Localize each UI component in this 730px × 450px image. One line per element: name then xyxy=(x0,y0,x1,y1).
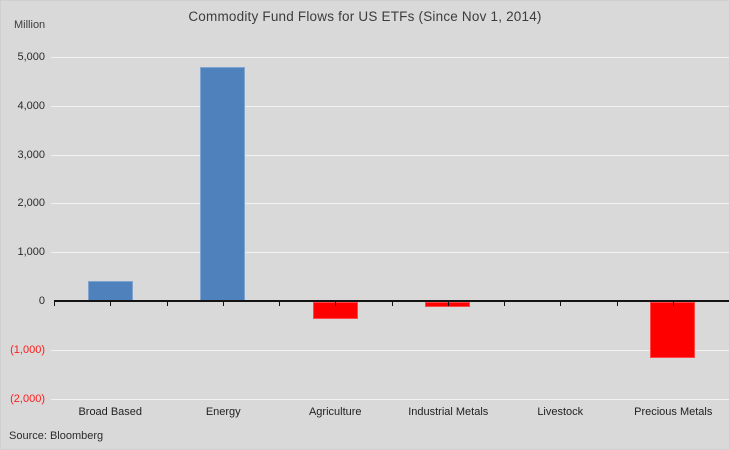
y-tick-label: 1,000 xyxy=(17,246,45,258)
category-label: Livestock xyxy=(537,406,584,418)
x-axis-tick xyxy=(504,302,505,306)
x-axis-tick xyxy=(223,302,224,306)
y-tick-label: 3,000 xyxy=(17,149,45,161)
x-axis-tick xyxy=(392,302,393,306)
gridline xyxy=(51,155,729,156)
category-label: Energy xyxy=(205,406,241,418)
x-axis-tick xyxy=(560,302,561,306)
y-tick-label: (2,000) xyxy=(10,393,45,405)
x-axis-line xyxy=(54,300,729,302)
chart-title: Commodity Fund Flows for US ETFs (Since … xyxy=(188,9,542,24)
category-label: Agriculture xyxy=(308,406,362,418)
x-axis-tick xyxy=(279,302,280,306)
y-axis-unit-label: Million xyxy=(14,19,46,31)
bar-precious-metals xyxy=(650,302,695,358)
gridline xyxy=(51,203,729,204)
bar-industrial-metals xyxy=(425,302,470,307)
gridline xyxy=(51,106,729,107)
category-label: Industrial Metals xyxy=(408,406,489,418)
bar-broad-based xyxy=(88,281,133,301)
y-tick-label: 4,000 xyxy=(17,100,45,112)
source-label: Source: Bloomberg xyxy=(9,430,104,442)
x-axis-tick xyxy=(617,302,618,306)
x-axis-tick xyxy=(54,302,55,306)
category-label: Broad Based xyxy=(78,406,143,418)
bar-agriculture xyxy=(313,302,358,319)
x-axis-tick xyxy=(335,302,336,306)
x-axis-tick xyxy=(673,302,674,306)
y-tick-label: (1,000) xyxy=(10,344,45,356)
gridline xyxy=(51,399,729,400)
gridline xyxy=(51,252,729,253)
bar-energy xyxy=(200,67,245,301)
x-axis-tick xyxy=(448,302,449,306)
gridline xyxy=(51,350,729,351)
x-axis-tick xyxy=(110,302,111,306)
gridline xyxy=(51,57,729,58)
category-label: Precious Metals xyxy=(634,406,713,418)
x-axis-tick xyxy=(167,302,168,306)
y-tick-label: 5,000 xyxy=(17,51,45,63)
y-tick-label: 2,000 xyxy=(17,197,45,209)
y-tick-label: 0 xyxy=(38,295,45,307)
